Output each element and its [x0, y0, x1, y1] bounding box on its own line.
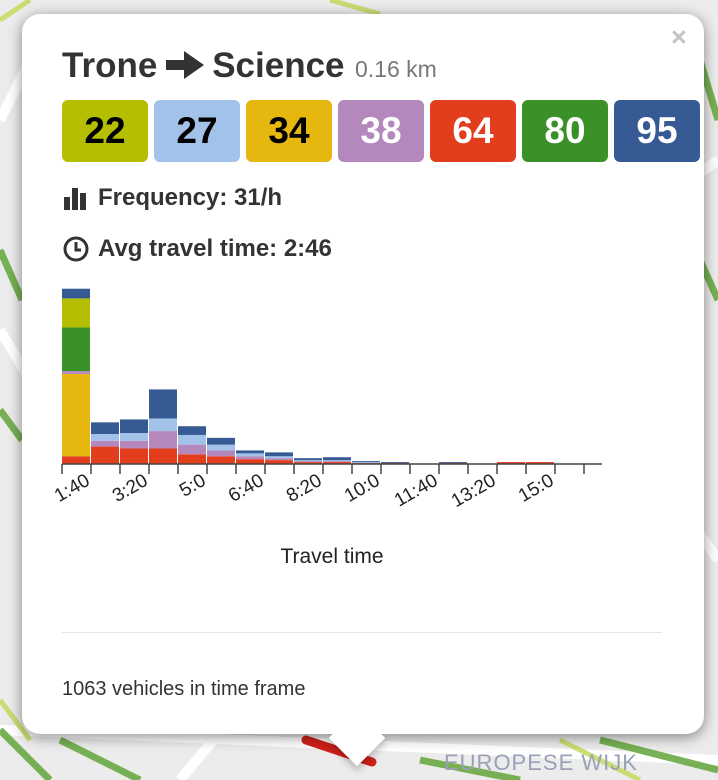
histogram-bar [323, 460, 351, 462]
line-badge[interactable]: 80 [522, 100, 608, 162]
travel-time-row: Avg travel time: 2:46 [62, 235, 332, 263]
histogram-bar [294, 458, 322, 461]
destination-stop: Science [212, 46, 345, 85]
histogram-bar [62, 373, 90, 457]
histogram-bar [497, 462, 525, 464]
histogram-bar [120, 433, 148, 441]
histogram-bar [91, 422, 119, 434]
histogram-bar [120, 419, 148, 434]
line-badge[interactable]: 34 [246, 100, 332, 162]
line-badge[interactable]: 95 [614, 100, 700, 162]
histogram-bar [236, 453, 264, 457]
histogram-bar [352, 461, 380, 463]
histogram-bar [207, 450, 235, 457]
histogram-bar [526, 462, 554, 464]
histogram-bar [149, 448, 177, 464]
histogram-bar [294, 462, 322, 464]
histogram-bar [120, 440, 148, 449]
histogram-bar [236, 456, 264, 460]
x-tick-label: 8:20 [283, 470, 326, 507]
histogram-bar [265, 458, 293, 461]
histogram-bar [207, 456, 235, 464]
histogram-bar [178, 426, 206, 435]
travel-time-histogram: 1:40 3:20 5:0 6:40 8:20 10:0 11:40 13:20 15:0 Tra… [51, 288, 602, 568]
histogram-bar [236, 450, 264, 454]
histogram-bar [178, 454, 206, 464]
histogram-bar [178, 434, 206, 445]
histogram-bar [236, 459, 264, 464]
histogram-bar [62, 288, 90, 299]
histogram-bar [149, 389, 177, 419]
histogram-bar [91, 446, 119, 464]
histogram-bar [323, 462, 351, 464]
frequency-row: Frequency: 31/h [62, 184, 282, 212]
x-tick-label: 1:40 [51, 470, 94, 507]
x-tick-label: 6:40 [225, 470, 268, 507]
histogram-bar [439, 462, 467, 464]
x-tick-label: 5:0 [176, 470, 209, 501]
histogram-bar [91, 440, 119, 447]
histogram-bar [294, 461, 322, 463]
frequency-label: Frequency: 31/h [98, 184, 283, 211]
travel-time-label: Avg travel time: 2:46 [98, 235, 332, 262]
histogram-bar [120, 448, 148, 464]
histogram-bar [62, 456, 90, 464]
x-axis-label: Travel time [280, 545, 383, 568]
histogram-bar [265, 456, 293, 459]
map-label: EUROPESE WIJK [444, 750, 638, 775]
histogram-bar [178, 444, 206, 455]
clock-icon [63, 236, 89, 262]
histogram-bar [265, 452, 293, 457]
line-badges: 22 27 34 38 64 80 95 [62, 100, 700, 162]
histogram-bar [323, 461, 351, 463]
divider [62, 632, 662, 633]
histogram-bar [323, 457, 351, 461]
close-icon[interactable]: × [671, 22, 687, 52]
x-tick-label: 13:20 [448, 470, 500, 512]
histogram-bar [62, 327, 90, 372]
x-tick-label: 10:0 [341, 470, 384, 507]
line-badge[interactable]: 27 [154, 100, 240, 162]
histogram-bar [91, 433, 119, 441]
histogram-bar [62, 371, 90, 374]
histogram-bar [149, 418, 177, 432]
x-tick-label: 3:20 [109, 470, 152, 507]
line-badge[interactable]: 38 [338, 100, 424, 162]
histogram-bar [62, 298, 90, 328]
arrow-right-icon [165, 51, 204, 79]
histogram-bar [265, 460, 293, 464]
origin-stop: Trone [62, 46, 158, 85]
histogram-bar [381, 462, 409, 464]
distance: 0.16 km [354, 56, 437, 82]
vehicle-count: 1063 vehicles in time frame [62, 678, 306, 700]
bar-chart-icon [64, 188, 86, 210]
x-tick-label: 11:40 [391, 470, 441, 511]
line-badge[interactable]: 64 [430, 100, 516, 162]
line-badge[interactable]: 22 [62, 100, 148, 162]
histogram-bar [294, 460, 322, 462]
histogram-bar [207, 444, 235, 451]
histogram-bar [207, 437, 235, 445]
x-tick-label: 15:0 [515, 470, 558, 507]
histogram-bar [352, 462, 380, 464]
route-title: Trone Science 0.16 km [62, 46, 437, 86]
histogram-bar [149, 431, 177, 449]
